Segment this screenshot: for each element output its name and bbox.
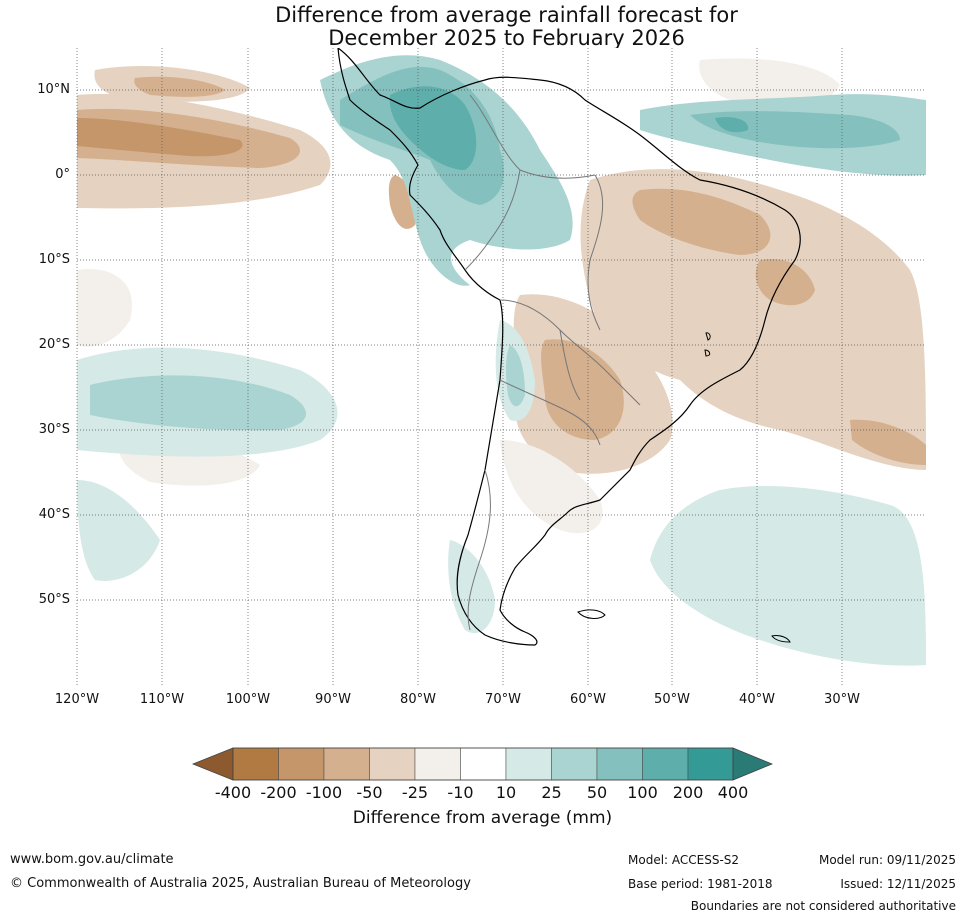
wet-region-colombia-core bbox=[389, 86, 477, 170]
lon-label-30w: 30°W bbox=[824, 692, 860, 707]
graticule bbox=[76, 48, 926, 685]
wet-region-south-pacific-core bbox=[90, 375, 307, 431]
lat-label-50s: 50°S bbox=[38, 592, 70, 607]
colorbar-segment-minus10-10 bbox=[460, 747, 507, 781]
colorbar-tick: -100 bbox=[305, 783, 343, 802]
colorbar-tick: 25 bbox=[541, 783, 562, 802]
lon-label-70w: 70°W bbox=[485, 692, 521, 707]
lon-label-40w: 40°W bbox=[739, 692, 775, 707]
south-america-coastline bbox=[337, 48, 801, 646]
colorbar-tick: -25 bbox=[401, 783, 429, 802]
footer-disclaimer: Boundaries are not considered authoritat… bbox=[690, 899, 956, 913]
lat-label-20s: 20°S bbox=[38, 337, 70, 352]
lat-label-10s: 10°S bbox=[38, 252, 70, 267]
footer-base-period: Base period: 1981-2018 bbox=[628, 877, 773, 891]
lat-label-0: 0° bbox=[55, 167, 70, 182]
colorbar-tick: -400 bbox=[214, 783, 252, 802]
colorbar-segment-minus400-minus200 bbox=[232, 747, 279, 781]
colorbar-tick: 200 bbox=[672, 783, 704, 802]
colorbar-tick: 400 bbox=[717, 783, 749, 802]
colorbar-segment-minus50-minus25 bbox=[369, 747, 416, 781]
wet-region-tropical-atlantic-strong bbox=[715, 117, 749, 133]
colorbar-segment-100-200 bbox=[642, 747, 689, 781]
lon-label-50w: 50°W bbox=[654, 692, 690, 707]
colorbar-tick: -200 bbox=[260, 783, 297, 802]
dry-region-north-pacific-core bbox=[134, 76, 225, 97]
country-borders bbox=[464, 94, 641, 631]
footer-model-run: Model run: 09/11/2025 bbox=[818, 853, 956, 867]
lon-label-60w: 60°W bbox=[570, 692, 606, 707]
map-title-line-1: Difference from average rainfall forecas… bbox=[275, 3, 738, 27]
lon-label-100w: 100°W bbox=[225, 692, 271, 707]
colorbar-segment-50-100 bbox=[596, 747, 643, 781]
colorbar-segment-200-400 bbox=[687, 747, 734, 781]
colorbar-segment-25-50 bbox=[551, 747, 598, 781]
colorbar-segment-minus200-minus100 bbox=[278, 747, 325, 781]
dry-region-southeast-pacific bbox=[77, 269, 132, 347]
lon-label-80w: 80°W bbox=[400, 692, 436, 707]
rainfall-anomaly-map bbox=[76, 48, 926, 685]
dry-region-central-core bbox=[541, 339, 624, 440]
colorbar-outline bbox=[232, 747, 734, 781]
dry-region-south-atlantic-core bbox=[850, 419, 926, 465]
wet-region-southwest-pacific bbox=[77, 480, 160, 581]
wet-region-south-atlantic bbox=[650, 485, 926, 666]
lon-label-90w: 90°W bbox=[315, 692, 351, 707]
dry-region-north-atlantic bbox=[699, 58, 840, 107]
footer-model: Model: ACCESS-S2 bbox=[628, 853, 740, 867]
colorbar-segment-10-25 bbox=[505, 747, 552, 781]
footer-issued: Issued: 12/11/2025 bbox=[840, 877, 956, 891]
anomaly-shading bbox=[77, 55, 926, 666]
colorbar-segment-minus100-minus50 bbox=[323, 747, 370, 781]
colorbar-segment-minus25-minus10 bbox=[414, 747, 461, 781]
colorbar-tick: -10 bbox=[447, 783, 474, 802]
colorbar-tick: 100 bbox=[627, 783, 658, 802]
dry-region-brazil-core-east bbox=[755, 259, 815, 306]
footer-url[interactable]: www.bom.gov.au/climate bbox=[10, 852, 174, 867]
colorbar-tick: -50 bbox=[356, 783, 383, 802]
map-title-line-2: December 2025 to February 2026 bbox=[328, 26, 685, 50]
footer-copyright: © Commonwealth of Australia 2025, Austra… bbox=[10, 876, 471, 891]
dry-region-east-pacific-strong bbox=[77, 118, 243, 157]
islands bbox=[577, 332, 791, 643]
lat-label-10n: 10°N bbox=[37, 82, 70, 97]
colorbar-tick: 50 bbox=[586, 783, 608, 802]
colorbar-tick: 10 bbox=[495, 783, 517, 802]
dry-region-brazil-core-north bbox=[632, 188, 771, 255]
lat-label-40s: 40°S bbox=[38, 507, 70, 522]
lat-label-30s: 30°S bbox=[38, 422, 70, 437]
lon-label-110w: 110°W bbox=[139, 692, 185, 707]
dry-region-argentina bbox=[500, 440, 603, 534]
lon-label-120w: 120°W bbox=[54, 692, 100, 707]
colorbar-arrow-low bbox=[191, 747, 234, 781]
colorbar-arrow-high bbox=[732, 747, 774, 781]
colorbar-label: Difference from average (mm) bbox=[352, 808, 613, 828]
dry-region-brazil bbox=[580, 169, 926, 470]
map-title: Difference from average rainfall forecas… bbox=[0, 4, 965, 50]
wet-region-bolivia-core bbox=[505, 345, 525, 407]
